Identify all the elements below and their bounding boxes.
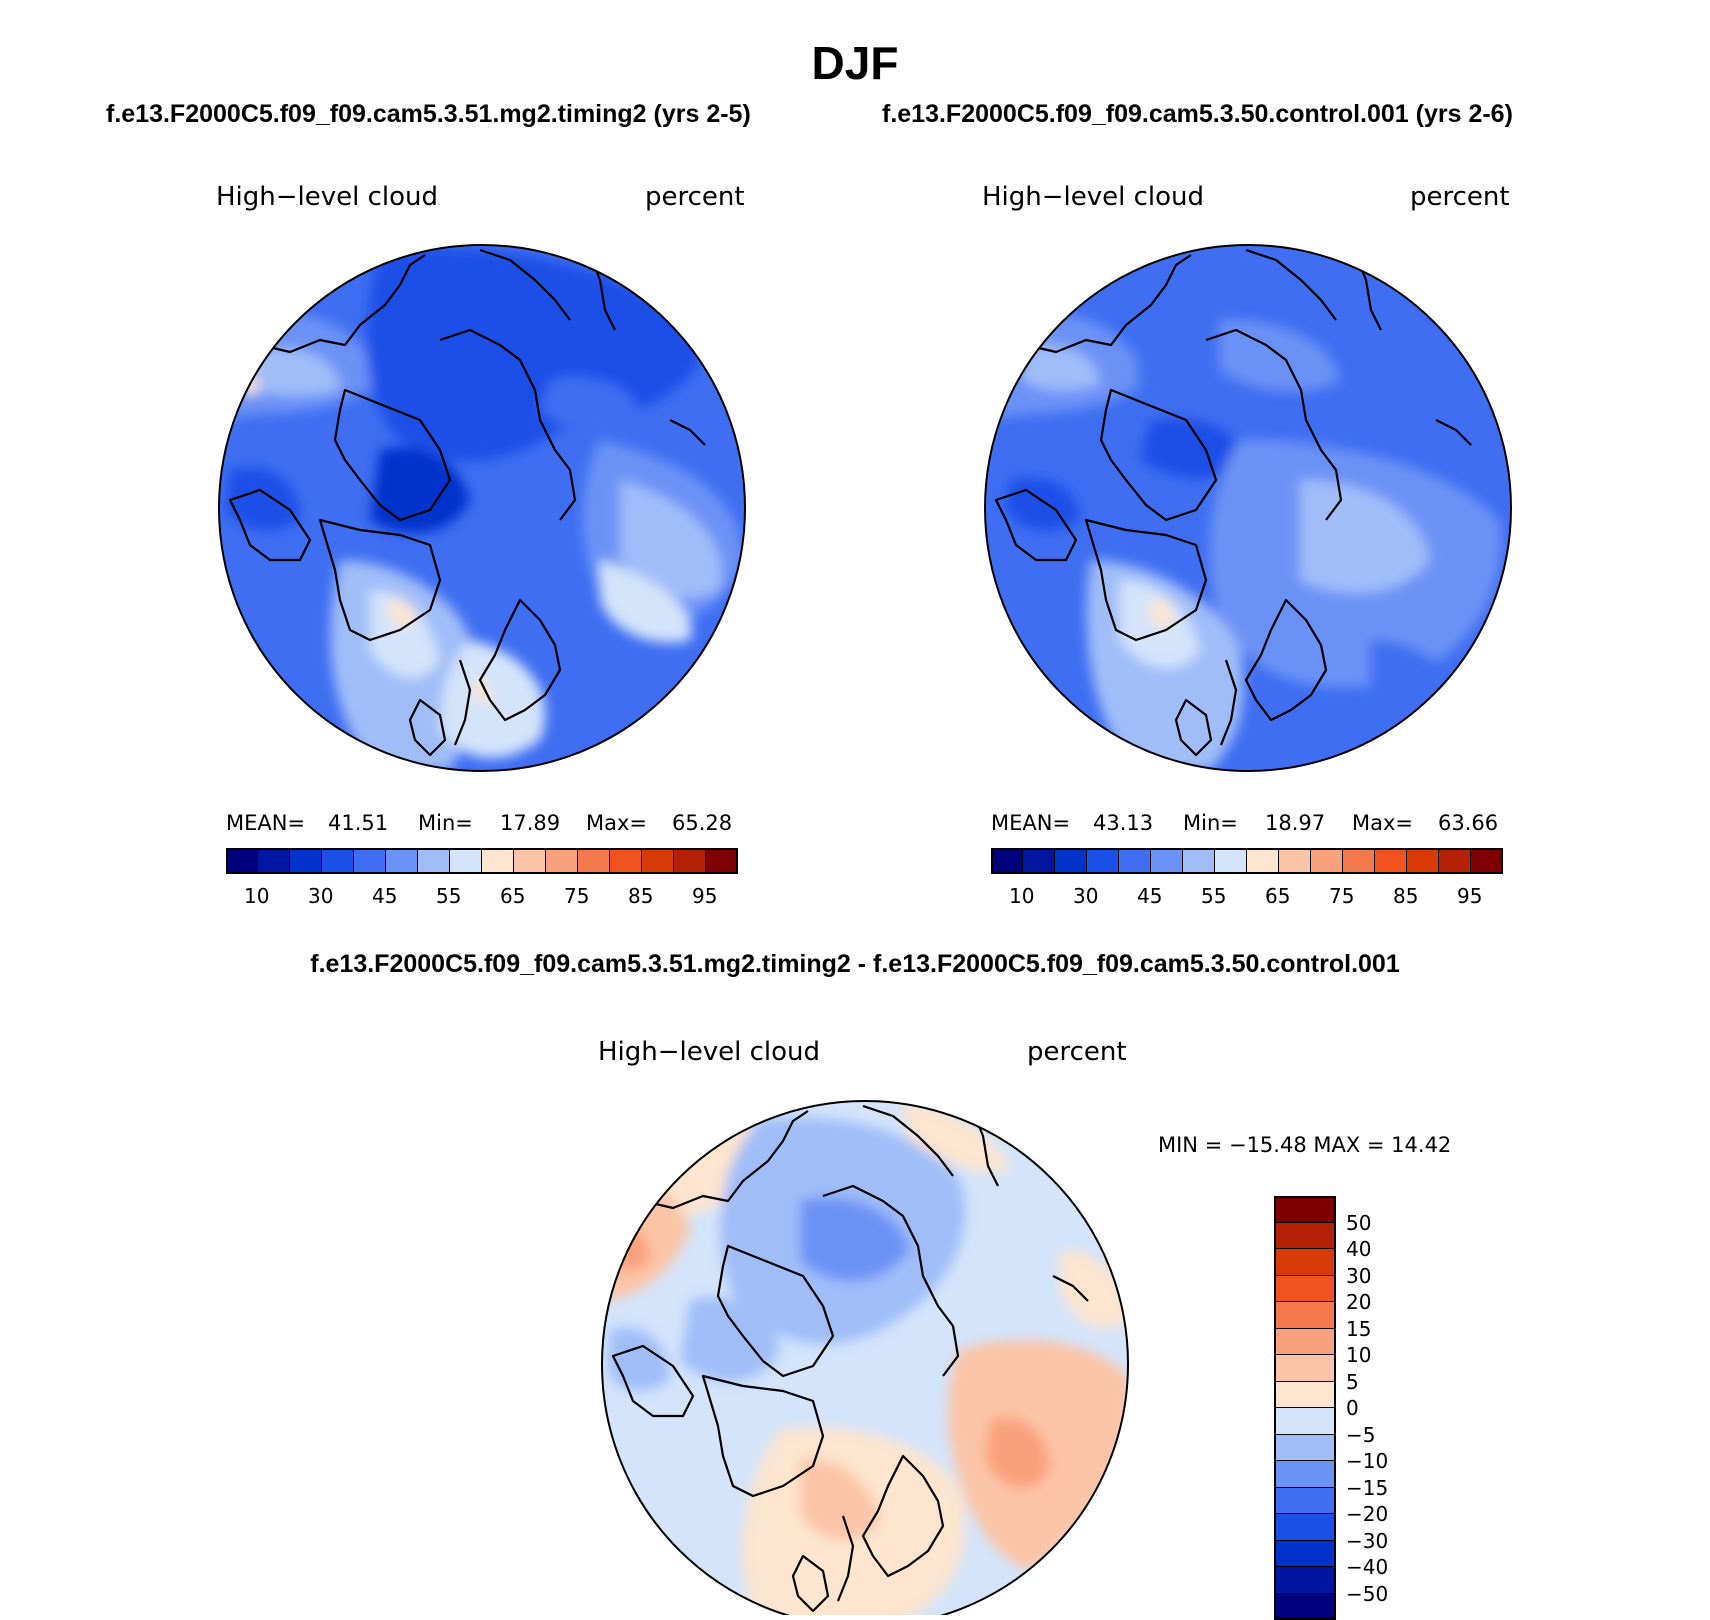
panel1-colorbar-tick-label: 95 [692,884,717,908]
panel2-colorbar-tick-label: 85 [1393,884,1418,908]
panel1-max-label: Max= [586,811,647,835]
panel2-colorbar-tick-label: 10 [1009,884,1034,908]
panel3-colorbar-tick-label: 10 [1346,1343,1371,1367]
panel2-min-label: Min= [1183,811,1238,835]
difference-label: f.e13.F2000C5.f09_f09.cam5.3.51.mg2.timi… [0,950,1710,979]
panel3-colorbar-tick-label: −50 [1346,1582,1388,1606]
panel3-colorbar-tick-label: 5 [1346,1370,1359,1394]
panel1-colorbar [226,848,738,874]
panel1-mean-value: 41.51 [328,811,388,835]
panel1-colorbar-ticks: 10 30 45 55 65 75 85 95 [226,884,738,910]
panel1-max-value: 65.28 [672,811,732,835]
panel2-colorbar [991,848,1503,874]
panel2-mean-value: 43.13 [1093,811,1153,835]
panel2-colorbar-tick-label: 45 [1137,884,1162,908]
panel1-colorbar-tick-label: 45 [372,884,397,908]
panel1-colorbar-tick-label: 75 [564,884,589,908]
panel1-colorbar-tick-label: 30 [308,884,333,908]
panel2-max-value: 63.66 [1438,811,1498,835]
panel3-colorbar-tick-label: −5 [1346,1423,1375,1447]
panel3-colorbar-tick-label: −15 [1346,1476,1388,1500]
panel2-map [981,240,1516,777]
panel2-colorbar-tick-label: 75 [1329,884,1354,908]
panel3-colorbar-tick-label: −20 [1346,1502,1388,1526]
panel3-colorbar-frame [1274,1196,1336,1620]
panel3-colorbar-tick-label: 40 [1346,1237,1371,1261]
panel2-mean-label: MEAN= [991,811,1070,835]
panel2-colorbar-frame [991,848,1503,874]
panel3-map [598,1098,1133,1615]
panel3-colorbar-tick-label: −40 [1346,1555,1388,1579]
panel1-colorbar-tick-label: 65 [500,884,525,908]
panel1-min-label: Min= [418,811,473,835]
panel2-colorbar-tick-label: 55 [1201,884,1226,908]
panel1-mean-label: MEAN= [226,811,305,835]
panel1-colorbar-tick-label: 55 [436,884,461,908]
panel3-minmax: MIN = −15.48 MAX = 14.42 [1158,1133,1451,1157]
panel2-colorbar-tick-label: 95 [1457,884,1482,908]
panel1-colorbar-tick-label: 85 [628,884,653,908]
panel3-colorbar-tick-label: 15 [1346,1317,1371,1341]
panel2-colorbar-tick-label: 30 [1073,884,1098,908]
panel3-colorbar-tick-label: 30 [1346,1264,1371,1288]
panel3-colorbar [1274,1196,1336,1620]
panel3-colorbar-tick-label: −10 [1346,1449,1388,1473]
panel2-colorbar-ticks: 10 30 45 55 65 75 85 95 [991,884,1503,910]
panel3-colorbar-tick-label: 50 [1346,1211,1371,1235]
panel3-colorbar-tick-label: 0 [1346,1396,1359,1420]
panel2-max-label: Max= [1352,811,1413,835]
panel3-colorbar-tick-label: 20 [1346,1290,1371,1314]
panel1-colorbar-tick-label: 10 [244,884,269,908]
panel1-min-value: 17.89 [500,811,560,835]
panel2-min-value: 18.97 [1265,811,1325,835]
panel1-colorbar-frame [226,848,738,874]
panel3-colorbar-tick-label: −30 [1346,1529,1388,1553]
panel2-colorbar-tick-label: 65 [1265,884,1290,908]
